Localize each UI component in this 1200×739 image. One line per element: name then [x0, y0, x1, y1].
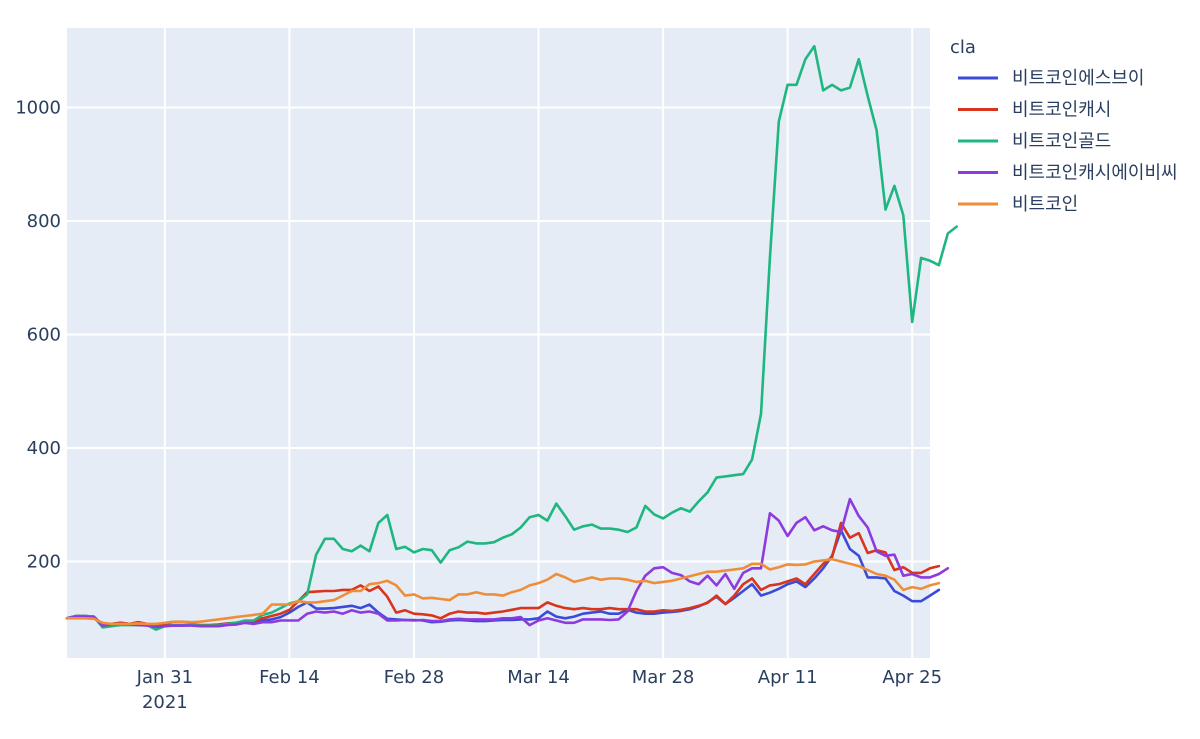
legend-item-label: 비트코인골드 [1012, 131, 1111, 152]
x-axis: Jan 31 2021 Feb 14 Feb 28 Mar 14 Mar 28 Apr 11… [136, 667, 942, 713]
series-line [65, 557, 941, 626]
x-tick-label: Apr 11 [758, 667, 818, 688]
x-tick-label: Mar 28 [632, 667, 695, 688]
series-line [65, 497, 950, 629]
series-lines [65, 44, 959, 631]
legend-item-label: 비트코인에스브이 [1012, 68, 1144, 89]
gridlines [67, 28, 930, 658]
y-tick-label: 200 [27, 552, 61, 573]
y-axis: 200 400 600 800 1000 [15, 97, 61, 572]
x-tick-label: Mar 14 [507, 667, 570, 688]
legend-item-label: 비트코인캐시에이비씨 [1012, 163, 1178, 184]
x-tick-label: Feb 14 [259, 667, 320, 688]
y-tick-label: 600 [27, 324, 61, 345]
x-tick-label: Apr 25 [882, 667, 942, 688]
legend-item-label: 비트코인캐시 [1012, 100, 1111, 121]
legend-item-label: 비트코인 [1012, 194, 1078, 215]
y-tick-label: 400 [27, 438, 61, 459]
plot-background [67, 28, 930, 658]
x-tick-sublabel: 2021 [142, 692, 188, 713]
y-tick-label: 800 [27, 211, 61, 232]
y-tick-label: 1000 [15, 97, 61, 118]
legend-title: cla [950, 37, 976, 58]
x-tick-label: Jan 31 [136, 667, 193, 688]
x-tick-label: Feb 28 [384, 667, 445, 688]
